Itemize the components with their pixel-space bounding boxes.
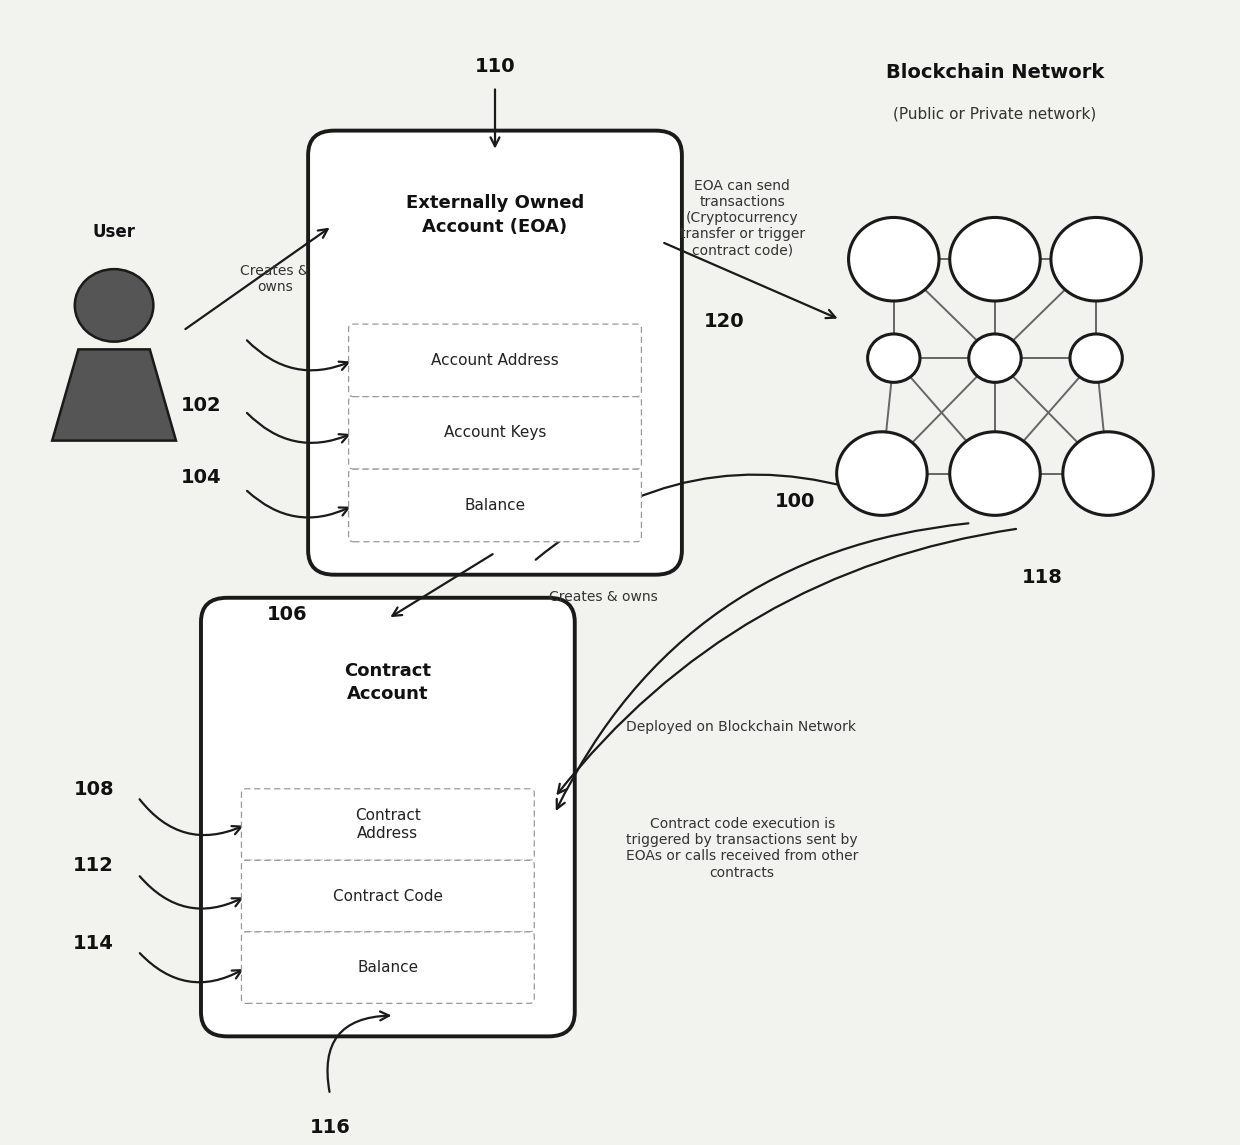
Text: EOA can send
transactions
(Cryptocurrency
transfer or trigger
contract code): EOA can send transactions (Cryptocurrenc… [680,179,805,258]
Text: Externally Owned
Account (EOA): Externally Owned Account (EOA) [405,195,584,236]
Text: 112: 112 [73,855,114,875]
Text: Account Keys: Account Keys [444,426,546,441]
Text: (Public or Private network): (Public or Private network) [893,106,1096,121]
Circle shape [848,218,939,301]
Polygon shape [52,349,176,441]
Text: 100: 100 [775,491,815,511]
FancyBboxPatch shape [348,324,641,396]
Text: 102: 102 [181,396,221,414]
Circle shape [950,432,1040,515]
Text: Creates &
owns: Creates & owns [241,263,309,294]
Circle shape [968,334,1022,382]
Circle shape [837,432,928,515]
Text: 104: 104 [181,468,221,488]
Text: Creates & owns: Creates & owns [548,590,657,603]
FancyBboxPatch shape [242,932,534,1003]
Circle shape [74,269,154,341]
Text: 110: 110 [475,57,516,77]
FancyBboxPatch shape [242,789,534,860]
Text: User: User [93,223,135,240]
Text: Deployed on Blockchain Network: Deployed on Blockchain Network [626,720,856,734]
FancyBboxPatch shape [201,598,575,1036]
FancyBboxPatch shape [348,396,641,469]
Text: Balance: Balance [357,961,418,976]
Circle shape [1052,218,1141,301]
FancyBboxPatch shape [242,860,534,932]
Text: Account Address: Account Address [432,353,559,368]
Circle shape [1063,432,1153,515]
Text: 120: 120 [703,311,744,331]
Circle shape [950,218,1040,301]
Text: 106: 106 [267,605,308,624]
Circle shape [1070,334,1122,382]
Text: 114: 114 [73,934,114,953]
Text: Contract code execution is
triggered by transactions sent by
EOAs or calls recei: Contract code execution is triggered by … [626,818,858,879]
Text: Contract
Account: Contract Account [345,662,432,703]
Text: Contract
Address: Contract Address [355,808,420,840]
FancyBboxPatch shape [308,131,682,575]
Text: Contract Code: Contract Code [332,889,443,903]
FancyBboxPatch shape [348,469,641,542]
Text: 108: 108 [73,780,114,799]
Text: Balance: Balance [465,498,526,513]
Circle shape [868,334,920,382]
Text: Blockchain Network: Blockchain Network [885,63,1104,81]
Text: 116: 116 [310,1119,351,1137]
Text: 118: 118 [1022,569,1063,587]
